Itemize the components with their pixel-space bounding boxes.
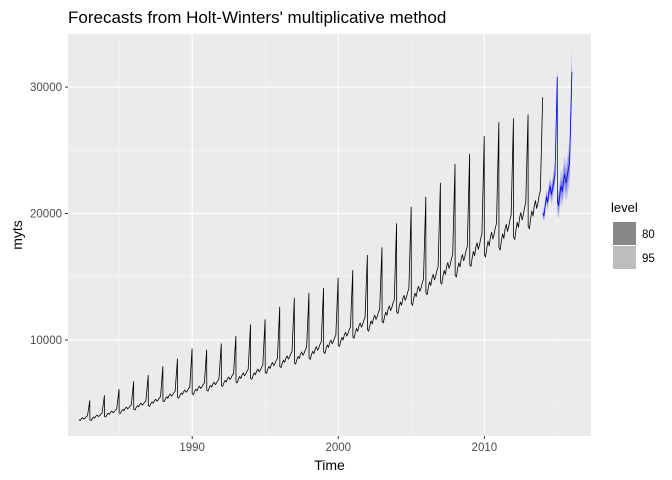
legend-label-95: 95 — [642, 253, 655, 265]
legend-swatch-80 — [613, 222, 636, 245]
plot-panel — [68, 34, 591, 436]
x-tick-label: 1990 — [179, 442, 205, 454]
y-tick-label: 10000 — [30, 335, 62, 347]
legend-label-80: 80 — [642, 229, 655, 241]
y-axis-title: myts — [9, 220, 25, 250]
actual-series-line — [78, 97, 544, 421]
y-tick-label: 30000 — [30, 82, 62, 94]
x-tick-label: 2000 — [325, 442, 351, 454]
forecast-line — [542, 71, 573, 217]
chart-title: Forecasts from Holt-Winters' multiplicat… — [68, 8, 446, 27]
legend-swatch-95 — [613, 246, 636, 269]
series-lines — [78, 71, 573, 421]
legend: level 80 95 — [611, 200, 655, 269]
x-tick-label: 2010 — [472, 442, 498, 454]
axis-ticks: 1990 2000 2010 10000 20000 30000 — [30, 82, 497, 454]
x-axis-title: Time — [314, 457, 345, 473]
y-tick-label: 20000 — [30, 209, 62, 221]
legend-title: level — [611, 200, 638, 215]
